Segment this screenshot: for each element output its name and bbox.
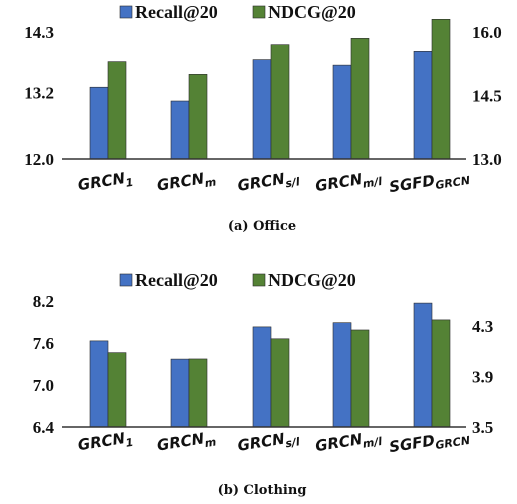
x-category-label: GRCNs/l: [236, 427, 301, 457]
chart-panel-2: 6.4 7.0 7.6 8.2 3.5 3.9 4.3 GRCN1 GRCNm GRCNs/l GR…: [33, 270, 494, 498]
panel-caption: (b) Clothing: [218, 483, 307, 498]
legend-swatch: [119, 273, 133, 287]
bar-ndcg-20-grcnm-l: [350, 329, 370, 428]
bar-recall-20-grcns-l: [252, 326, 272, 428]
bar-ndcg-20-grcnm: [188, 358, 208, 428]
y-right-tick-label: 4.3: [472, 317, 493, 336]
y-right-tick-label: 13.0: [472, 150, 502, 169]
bar-ndcg-20-grcns-l: [270, 44, 290, 160]
y-right-tick-label: 3.9: [472, 368, 493, 387]
x-category-label: GRCNm/l: [314, 427, 383, 458]
x-category-label: SGFDGRCN: [388, 426, 471, 459]
bar-ndcg-20-grcn1: [107, 352, 127, 428]
x-category-label: SGFDGRCN: [388, 166, 471, 199]
x-category-label: GRCN1: [77, 428, 135, 457]
legend-label: Recall@20: [135, 270, 218, 290]
legend-label: NDCG@20: [268, 2, 356, 22]
y-left-tick-label: 7.0: [33, 376, 54, 395]
legend-swatch: [252, 273, 266, 287]
x-category-label: GRCNs/l: [236, 167, 301, 197]
panel-caption: (a) Office: [228, 219, 296, 234]
x-category-label: GRCNm/l: [314, 167, 383, 198]
y-left-tick-label: 7.6: [33, 334, 54, 353]
y-right-tick-label: 16.0: [472, 23, 502, 42]
y-left-tick-label: 8.2: [33, 292, 54, 311]
legend-swatch: [119, 5, 133, 19]
bar-recall-20-grcnm-l: [332, 322, 352, 428]
bar-recall-20-grcn1: [89, 86, 109, 160]
bar-ndcg-20-grcn1: [107, 61, 127, 160]
legend-label: Recall@20: [135, 2, 218, 22]
x-category-label: GRCNm: [156, 168, 217, 198]
y-left-tick-label: 14.3: [24, 23, 54, 42]
bar-recall-20-sgfdgrcn: [413, 51, 433, 160]
y-right-tick-label: 3.5: [472, 418, 493, 437]
chart-panel-1: 12.0 13.2 14.3 13.0 14.5 16.0 GRCN1 GRCNm GRCNs/…: [24, 2, 502, 234]
bar-ndcg-20-grcnm: [188, 74, 208, 160]
legend-swatch: [252, 5, 266, 19]
y-left-tick-label: 12.0: [24, 150, 54, 169]
bar-recall-20-grcns-l: [252, 59, 272, 160]
y-right-tick-label: 14.5: [472, 87, 502, 106]
bar-recall-20-sgfdgrcn: [413, 302, 433, 428]
bar-recall-20-grcn1: [89, 340, 109, 428]
bar-ndcg-20-grcns-l: [270, 338, 290, 428]
bar-recall-20-grcnm-l: [332, 64, 352, 160]
y-left-tick-label: 13.2: [24, 84, 54, 103]
bar-ndcg-20-sgfdgrcn: [431, 18, 451, 160]
y-left-tick-label: 6.4: [33, 418, 55, 437]
bar-recall-20-grcnm: [170, 100, 190, 160]
bar-ndcg-20-sgfdgrcn: [431, 319, 451, 428]
legend-label: NDCG@20: [268, 270, 356, 290]
x-category-label: GRCN1: [77, 168, 135, 197]
bar-ndcg-20-grcnm-l: [350, 38, 370, 160]
x-category-label: GRCNm: [156, 428, 217, 458]
bar-recall-20-grcnm: [170, 358, 190, 428]
